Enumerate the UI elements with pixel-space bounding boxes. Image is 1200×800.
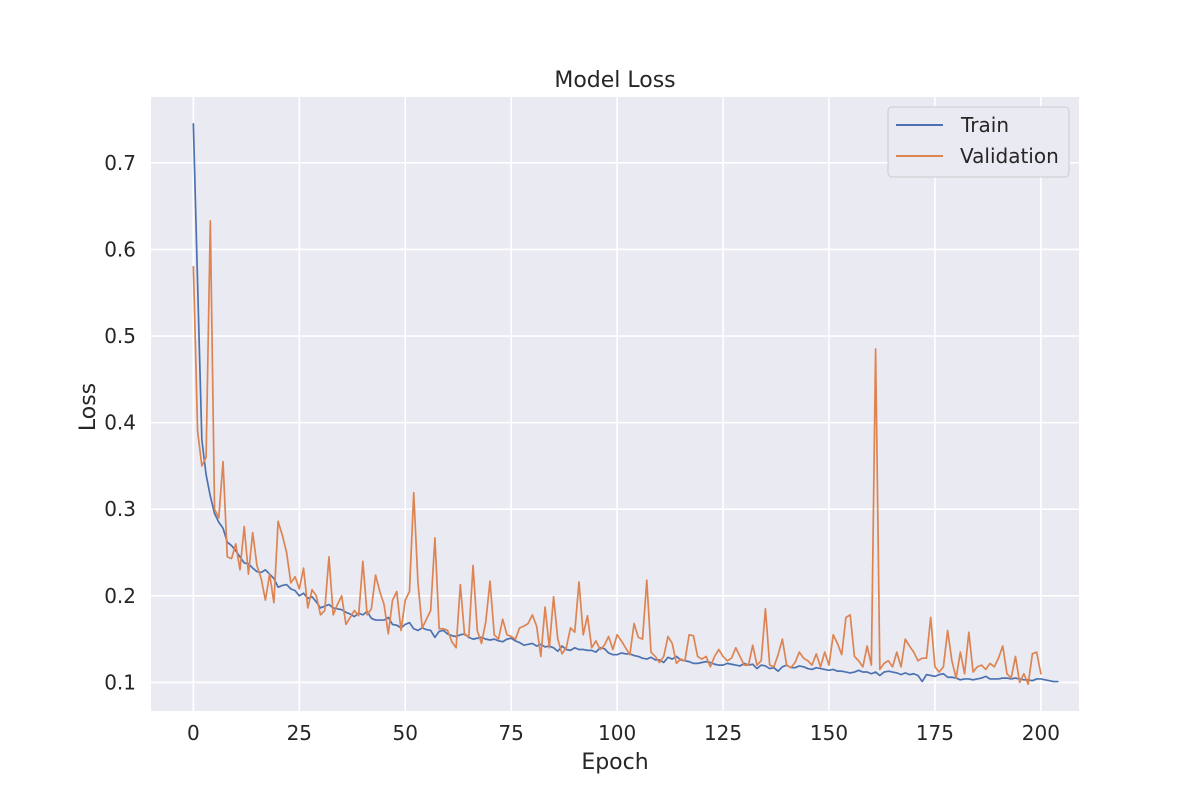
x-tick-label: 100 [598,721,636,745]
x-tick-label: 125 [704,721,742,745]
chart-title: Model Loss [554,68,675,93]
y-axis-label: Loss [76,383,101,431]
legend-label-validation: Validation [960,144,1059,168]
legend-label-train: Train [960,113,1009,137]
plot-area [151,97,1079,711]
x-tick-label: 0 [187,721,200,745]
x-tick-label: 75 [498,721,523,745]
y-tick-label: 0.6 [104,237,136,261]
y-tick-label: 0.4 [104,411,136,435]
series-line-validation [192,219,1042,686]
y-tick-label: 0.3 [104,497,136,521]
x-tick-label: 175 [916,721,954,745]
legend: Train Validation [887,106,1070,178]
series-layer [192,122,1059,686]
x-tick-label: 200 [1022,721,1060,745]
y-tick-label: 0.7 [104,151,136,175]
y-axis-ticks: 0.1 0.2 0.3 0.4 0.5 0.6 0.7 [104,151,136,695]
series-line-train [192,122,1059,683]
x-tick-label: 25 [287,721,312,745]
x-tick-label: 50 [393,721,418,745]
y-tick-label: 0.2 [104,584,136,608]
x-axis-label: Epoch [581,750,648,775]
x-tick-label: 150 [810,721,848,745]
x-axis-ticks: 0 25 50 75 100 125 150 175 200 [187,721,1060,745]
y-tick-label: 0.1 [104,670,136,694]
y-tick-label: 0.5 [104,324,136,348]
grid [151,97,1079,711]
